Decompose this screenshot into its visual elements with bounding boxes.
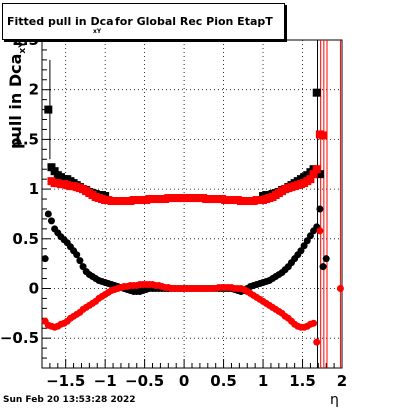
x-tick-label: 0 [179,372,189,390]
x-tick-label: 2 [337,372,347,390]
data-point-circle [303,237,311,245]
data-point-square [315,170,324,179]
chart-title-rest: for Global Rec Pion EtapT [115,15,273,28]
plot-frame [41,39,343,369]
data-point-square [312,165,321,174]
data-point-circle [316,227,324,235]
y-tick-label: 0 [29,279,39,297]
data-point-circle [297,247,305,255]
data-point-square [306,175,315,184]
data-point-circle [76,257,84,265]
data-point-circle [41,255,49,263]
y-axis-label: pull in DcaxY [6,40,28,150]
timestamp: Sun Feb 20 13:53:28 2022 [3,395,136,405]
y-tick-label: 1 [29,180,39,198]
data-point-circle [300,242,308,250]
data-point-circle [44,210,52,218]
x-tick-label: −1.5 [46,372,85,390]
data-point-square [312,88,321,97]
x-tick-label: −0.5 [125,372,164,390]
data-point-circle [306,232,314,240]
data-point-circle [47,217,55,225]
data-point-circle [310,319,318,327]
data-point-circle [322,255,330,263]
y-tick-label: 2 [29,81,39,99]
y-tick-label: 1.5 [12,130,39,148]
data-point-circle [313,338,321,346]
x-tick-label: −1 [94,372,117,390]
data-point-square [44,105,53,114]
x-tick-label: 1 [258,372,268,390]
data-point-circle [319,263,327,271]
y-axis-label-main: pull in Dca [5,53,25,149]
data-point-square [309,170,318,179]
data-point-square [319,131,328,140]
x-tick-label: 1.5 [289,372,316,390]
chart-title-subscript: xY [93,28,102,35]
x-axis-label: η [330,392,339,408]
y-tick-label: 0.5 [12,230,39,248]
x-tick-label: 0.5 [210,372,237,390]
chart-title: Fitted pull in Dca [7,15,114,28]
data-point-circle [316,205,324,213]
y-axis-label-subscript: xY [18,41,29,54]
data-point-circle [79,263,87,271]
chart-title-box: Fitted pull in Dca xY for Global Rec Pio… [2,3,285,40]
data-point-circle [336,284,344,292]
y-tick-label: −0.5 [0,329,39,347]
data-point-circle [73,251,81,259]
